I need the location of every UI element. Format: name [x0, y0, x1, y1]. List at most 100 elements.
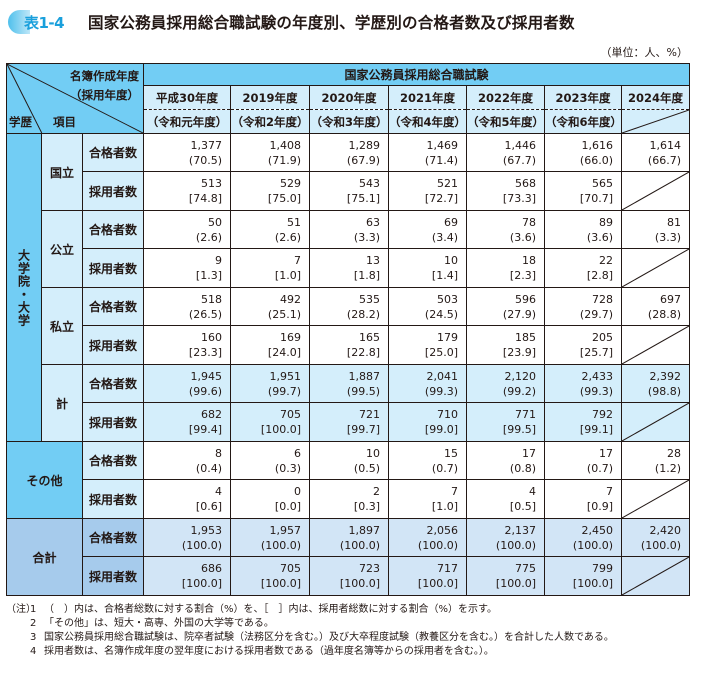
- cell-count: 771: [515, 408, 536, 421]
- hire-year-header-6: [621, 109, 690, 134]
- cell-pass-1: 6 (0.3): [230, 441, 310, 480]
- header-row-years: 平成30年度 2019年度 2020年度 2021年度 2022年度 2023年度 2024…: [7, 85, 690, 110]
- cell-pass-5: 728 (29.7): [544, 287, 622, 326]
- cell-count: 2: [373, 485, 380, 498]
- cell-ratio: (66.7): [647, 153, 681, 167]
- cell-ratio: (99.3): [579, 384, 613, 398]
- cell-ratio: (2.6): [274, 230, 301, 244]
- cell-count: 682: [201, 408, 222, 421]
- cell-count: 160: [201, 331, 222, 344]
- cell-ratio: [100.0]: [260, 577, 301, 590]
- cell-hire-4: 771 [99.5]: [466, 402, 545, 442]
- cell-ratio: [99.1]: [579, 423, 613, 436]
- cell-count: 1,408: [269, 138, 302, 152]
- year-header-2: 2020年度: [309, 85, 389, 110]
- diagonal-slash-icon: [622, 172, 689, 210]
- cell-ratio: (100.0): [640, 538, 681, 552]
- cell-count: 50: [208, 215, 222, 229]
- cell-count: 7: [606, 485, 613, 498]
- cell-ratio: (100.0): [260, 538, 301, 552]
- cell-pass-5: 2,433 (99.3): [544, 364, 622, 403]
- cell-ratio: (98.8): [647, 384, 681, 398]
- cell-hire-1: 529 [75.0]: [230, 171, 310, 211]
- row-0-hire: 採用者数 513 [74.8] 529 [75.0] 543 [75.1] 521 [72.7]…: [7, 171, 690, 211]
- item-label-hire: 採用者数: [82, 171, 144, 211]
- item-label-pass: 合格者数: [82, 210, 144, 249]
- cell-ratio: [23.3]: [188, 346, 222, 359]
- year-header-3: 2021年度: [388, 85, 467, 110]
- cell-pass-2: 63 (3.3): [309, 210, 389, 249]
- year-header-1: 2019年度: [230, 85, 310, 110]
- cell-ratio: [75.0]: [267, 192, 301, 205]
- cell-count: 18: [522, 254, 536, 267]
- cell-hire-6: [621, 171, 690, 211]
- cell-count: 63: [366, 215, 380, 229]
- cell-ratio: [2.3]: [509, 269, 536, 282]
- row-1-hire: 採用者数 9 [1.3] 7 [1.0] 13 [1.8] 10 [1.4] 18 [2.3] 22 […: [7, 248, 690, 288]
- cell-count: 2,120: [504, 369, 537, 383]
- cell-ratio: [0.6]: [195, 500, 222, 513]
- cell-ratio: (3.3): [353, 230, 380, 244]
- cell-count: 7: [294, 254, 301, 267]
- table-number: 表1-4: [24, 13, 65, 32]
- cell-pass-6: 697 (28.8): [621, 287, 690, 326]
- cell-count: 89: [599, 215, 613, 229]
- cell-count: 518: [201, 292, 222, 306]
- cell-ratio: (67.7): [502, 153, 536, 167]
- section-label-5: 合計: [6, 518, 83, 596]
- cell-pass-2: 1,897 (100.0): [309, 518, 389, 557]
- cell-ratio: (66.0): [579, 153, 613, 167]
- cell-hire-6: [621, 556, 690, 596]
- cell-hire-0: 4 [0.6]: [143, 479, 231, 519]
- cell-count: 165: [359, 331, 380, 344]
- exam-group-header: 国家公務員採用総合職試験: [143, 63, 690, 86]
- cell-count: 723: [359, 562, 380, 575]
- cell-count: 4: [529, 485, 536, 498]
- footnote-4: 4 採用者数は、名簿作成年度の翌年度における採用者数である（過年度名簿等からの採用…: [6, 645, 664, 659]
- cell-ratio: [0.5]: [509, 500, 536, 513]
- cell-hire-2: 2 [0.3]: [309, 479, 389, 519]
- cell-ratio: [0.3]: [353, 500, 380, 513]
- cell-ratio: (0.5): [353, 461, 380, 475]
- cell-count: 7: [451, 485, 458, 498]
- cell-ratio: (71.4): [424, 153, 458, 167]
- cell-pass-3: 2,041 (99.3): [388, 364, 467, 403]
- cell-count: 535: [359, 292, 380, 306]
- cell-count: 705: [280, 562, 301, 575]
- data-table: 名簿作成年度 （採用年度） 学歴 項目 国家公務員採用総合職試験 平成30年度 2019…: [6, 63, 690, 596]
- cell-ratio: (99.3): [424, 384, 458, 398]
- cell-pass-5: 1,616 (66.0): [544, 133, 622, 172]
- cell-count: 185: [515, 331, 536, 344]
- cell-count: 1,951: [269, 369, 302, 383]
- cell-pass-1: 492 (25.1): [230, 287, 310, 326]
- row-2-hire: 採用者数 160 [23.3] 169 [24.0] 165 [22.8] 179 [25.0]…: [7, 325, 690, 365]
- cell-count: 792: [592, 408, 613, 421]
- footnote-text: （ ）内は、合格者総数に対する割合（%）を、［ ］内は、採用者総数に対する割合（…: [44, 604, 498, 615]
- cell-ratio: (99.2): [502, 384, 536, 398]
- cell-hire-1: 7 [1.0]: [230, 248, 310, 288]
- cell-hire-0: 682 [99.4]: [143, 402, 231, 442]
- cell-count: 2,420: [649, 523, 682, 537]
- cell-count: 728: [592, 292, 613, 306]
- cell-count: 17: [522, 446, 536, 460]
- cell-count: 2,450: [581, 523, 614, 537]
- cell-pass-1: 51 (2.6): [230, 210, 310, 249]
- cell-pass-0: 518 (26.5): [143, 287, 231, 326]
- cell-pass-3: 503 (24.5): [388, 287, 467, 326]
- cell-ratio: [99.7]: [346, 423, 380, 436]
- cell-count: 10: [366, 446, 380, 460]
- cell-pass-0: 8 (0.4): [143, 441, 231, 480]
- cell-ratio: (0.7): [431, 461, 458, 475]
- cell-count: 513: [201, 177, 222, 190]
- year-header-4: 2022年度: [466, 85, 545, 110]
- cell-pass-4: 78 (3.6): [466, 210, 545, 249]
- cell-hire-5: 792 [99.1]: [544, 402, 622, 442]
- cell-pass-6: 28 (1.2): [621, 441, 690, 480]
- row-2-pass: 私立 合格者数 518 (26.5) 492 (25.1) 535 (28.2) 503 (24.…: [7, 287, 690, 365]
- cell-pass-6: 81 (3.3): [621, 210, 690, 249]
- cell-ratio: (28.2): [346, 307, 380, 321]
- diagonal-slash-icon: [622, 326, 689, 364]
- cell-ratio: (24.5): [424, 307, 458, 321]
- header-row-hire-years: （令和元年度） （令和2年度） （令和3年度） （令和4年度） （令和5年度） （令和6年…: [7, 109, 690, 134]
- table-title: 国家公務員採用総合職試験の年度別、学歴別の合格者数及び採用者数: [88, 14, 575, 32]
